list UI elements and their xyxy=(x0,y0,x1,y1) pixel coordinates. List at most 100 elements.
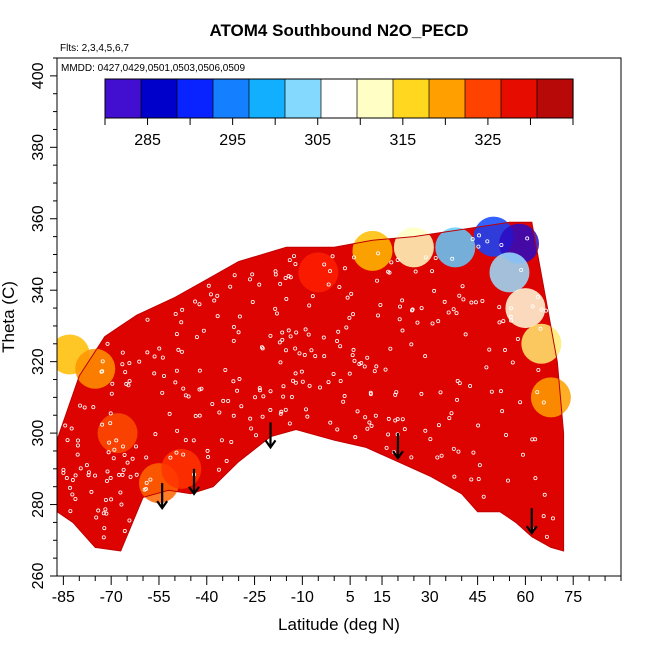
observation-point xyxy=(299,369,304,374)
observation-point xyxy=(231,325,236,330)
observation-point xyxy=(541,514,546,519)
observation-point xyxy=(176,347,181,352)
observation-point xyxy=(103,497,108,502)
x-tick-label: -70 xyxy=(100,589,123,606)
observation-point xyxy=(173,312,178,317)
observation-point xyxy=(460,284,465,289)
observation-point xyxy=(210,402,215,407)
y-axis-label: Theta (C) xyxy=(0,281,18,353)
observation-point xyxy=(268,333,273,338)
observation-point xyxy=(121,444,126,449)
observation-point xyxy=(126,383,131,388)
observation-point xyxy=(130,456,135,461)
y-tick-label: 340 xyxy=(30,277,47,304)
colorbar-swatch xyxy=(429,79,466,118)
observation-point xyxy=(224,459,229,464)
y-tick-label: 380 xyxy=(30,134,47,161)
observation-point xyxy=(438,390,443,395)
x-tick-label: 30 xyxy=(421,589,439,606)
observation-point xyxy=(322,262,327,267)
field-outline xyxy=(57,221,565,552)
observation-point xyxy=(103,507,108,512)
observation-point xyxy=(191,438,196,443)
observation-point xyxy=(326,282,331,287)
observation-point xyxy=(257,388,262,393)
observation-point xyxy=(303,327,308,332)
observation-point xyxy=(538,326,543,331)
observation-point xyxy=(223,367,228,372)
observation-point xyxy=(313,354,318,359)
observation-point xyxy=(419,306,424,311)
observation-point xyxy=(287,258,292,263)
observation-point xyxy=(473,300,478,305)
observation-point xyxy=(120,472,125,477)
observation-point xyxy=(278,360,283,365)
dates-label: MMDD: 0427,0429,0501,0503,0506,0509 xyxy=(61,63,245,74)
observation-point xyxy=(231,338,236,343)
observation-point xyxy=(206,283,211,288)
observation-point xyxy=(114,438,119,443)
observation-point xyxy=(239,404,244,409)
observation-point xyxy=(362,364,367,369)
observation-point xyxy=(347,315,352,320)
observation-point xyxy=(446,310,451,315)
observation-point xyxy=(122,528,127,533)
observation-point xyxy=(471,450,476,455)
observation-point xyxy=(127,518,132,523)
observation-point xyxy=(208,292,213,297)
observation-point xyxy=(367,420,372,425)
observation-point xyxy=(70,478,75,483)
observation-point xyxy=(75,443,80,448)
y-tick-label: 400 xyxy=(30,62,47,89)
plot-area xyxy=(56,57,622,577)
observation-point xyxy=(451,446,456,451)
observation-point xyxy=(201,328,206,333)
observation-point xyxy=(330,254,335,259)
observation-point xyxy=(78,403,83,408)
observation-point xyxy=(402,427,407,432)
field-anomaly xyxy=(435,227,476,268)
observation-point xyxy=(288,275,293,280)
observation-point xyxy=(278,281,283,286)
observation-point xyxy=(109,497,114,502)
observation-point xyxy=(86,473,91,478)
observation-point xyxy=(84,463,89,468)
observation-point xyxy=(351,347,356,352)
colorbar-tick-label: 295 xyxy=(219,132,246,149)
observation-point xyxy=(99,369,104,374)
colorbar-swatch xyxy=(357,79,394,118)
observation-point xyxy=(286,328,291,333)
observation-point xyxy=(305,414,310,419)
colorbar-swatch xyxy=(285,79,322,118)
observation-point xyxy=(349,291,354,296)
observation-point xyxy=(261,394,266,399)
observation-point xyxy=(378,302,383,307)
observation-point xyxy=(341,399,346,404)
x-axis-label: Latitude (deg N) xyxy=(278,615,400,634)
observation-point xyxy=(386,269,391,274)
observation-point xyxy=(413,269,418,274)
observation-point xyxy=(423,354,428,359)
observation-point xyxy=(290,378,295,383)
observation-point xyxy=(197,413,202,418)
observation-point xyxy=(469,300,474,305)
observation-point xyxy=(119,502,124,507)
observation-point xyxy=(388,346,393,351)
observation-point xyxy=(535,390,540,395)
observation-point xyxy=(260,414,265,419)
field-anomaly xyxy=(97,413,138,454)
observation-point xyxy=(144,455,149,460)
observation-point xyxy=(533,476,538,481)
observation-point xyxy=(326,380,331,385)
observation-point xyxy=(127,361,132,366)
observation-point xyxy=(215,293,220,298)
observation-point xyxy=(304,407,309,412)
observation-point xyxy=(283,275,288,280)
observation-point xyxy=(328,269,333,274)
observation-point xyxy=(519,268,524,273)
observation-point xyxy=(455,378,460,383)
observation-point xyxy=(101,535,106,540)
observation-point xyxy=(89,489,94,494)
observation-point xyxy=(68,485,73,490)
observation-point xyxy=(65,438,70,443)
